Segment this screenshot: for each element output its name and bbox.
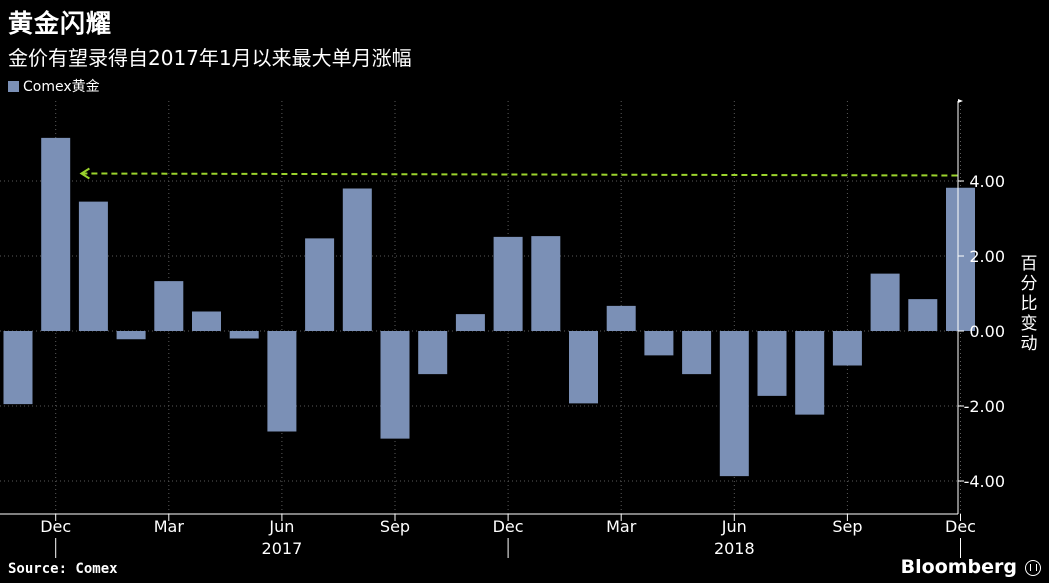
y-tick-label: -2.00 (964, 397, 1005, 416)
source-note: Source: Comex (8, 561, 118, 577)
bar (267, 331, 297, 432)
x-tick-label: Sep (832, 517, 862, 536)
x-tick-label: Dec (945, 517, 976, 536)
chart-subtitle: 金价有望录得自2017年1月以来最大单月涨幅 (8, 46, 412, 70)
bar (719, 331, 749, 477)
brand-wordmark: Bloomberg (900, 556, 1017, 578)
bar (606, 305, 636, 331)
x-tick-label: Jun (268, 517, 294, 536)
bloomberg-logo-icon (1025, 560, 1041, 576)
y-tick-label: 2.00 (969, 247, 1005, 266)
x-year-label: 2018 (714, 539, 755, 558)
bar (832, 331, 862, 366)
y-axis-label-char: 动 (1021, 334, 1038, 354)
chart-title: 黄金闪耀 (8, 9, 113, 38)
bar (154, 281, 184, 331)
y-tick-label: 0.00 (969, 322, 1005, 341)
bar (795, 331, 825, 415)
bar (342, 188, 372, 331)
legend-swatch (8, 80, 19, 92)
y-axis-arrow-icon (958, 99, 963, 103)
bar (644, 331, 674, 356)
y-tick-label: 4.00 (969, 172, 1005, 191)
bar (870, 273, 900, 331)
bar (569, 331, 598, 404)
bar (455, 314, 485, 331)
bar (908, 299, 938, 331)
x-tick-label: Dec (40, 517, 71, 536)
bar (946, 187, 975, 331)
bar (78, 201, 108, 331)
y-axis-label-char: 百 (1021, 254, 1038, 274)
x-tick-label: Jun (721, 517, 747, 536)
reference-arrow-icon (79, 167, 90, 180)
y-axis-label-char: 变 (1021, 314, 1038, 334)
x-tick-label: Dec (493, 517, 524, 536)
legend-label: Comex黄金 (23, 79, 100, 95)
reference-line (81, 172, 961, 177)
bar (305, 238, 335, 331)
y-axis-label-char: 分 (1021, 274, 1038, 294)
y-tick-label: -4.00 (964, 472, 1005, 491)
x-tick-label: Mar (154, 517, 185, 536)
bar (229, 331, 259, 339)
bar (3, 331, 33, 405)
bar (380, 331, 410, 439)
chart-legend: Comex黄金 (8, 76, 100, 96)
bar (418, 331, 448, 375)
bar (192, 311, 221, 331)
x-year-label: 2017 (262, 539, 303, 558)
bar (41, 137, 71, 331)
x-tick-label: Mar (606, 517, 637, 536)
bar (531, 236, 561, 331)
bar (493, 236, 523, 331)
bar (682, 331, 712, 375)
bar (757, 331, 787, 396)
y-axis-label-char: 比 (1021, 294, 1038, 314)
x-tick-label: Sep (380, 517, 410, 536)
bar (116, 331, 146, 340)
